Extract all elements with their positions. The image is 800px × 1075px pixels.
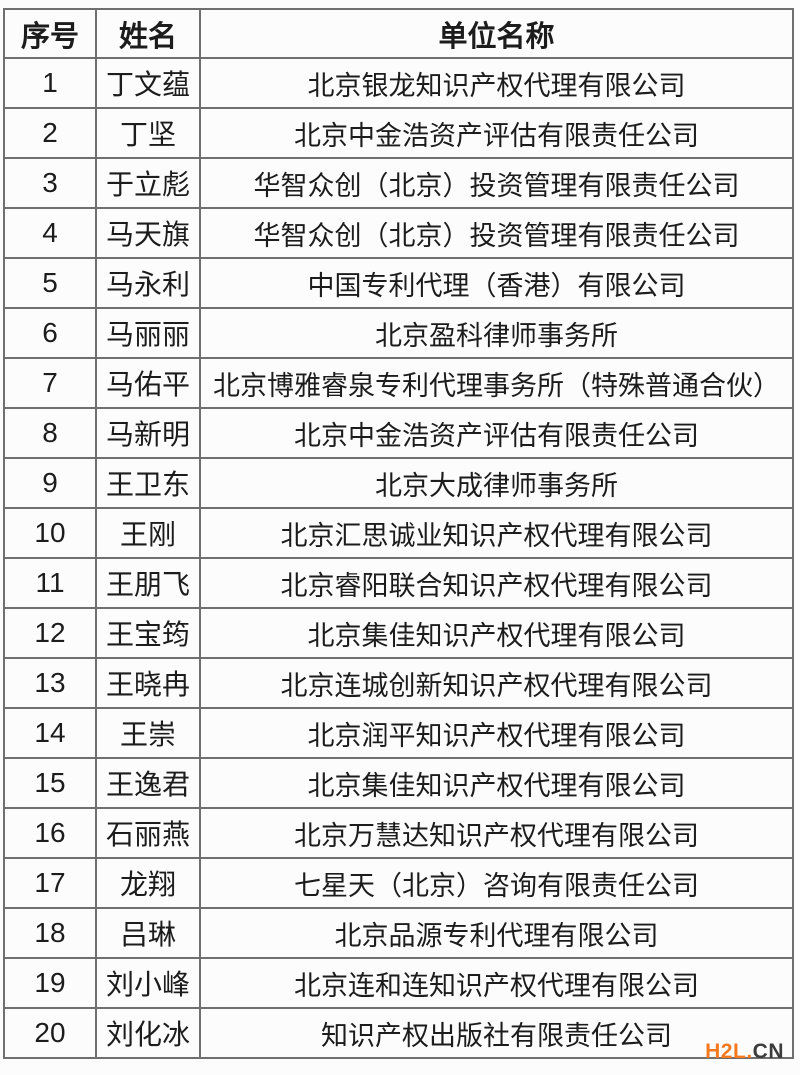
- cell-org: 北京集佳知识产权代理有限公司: [199, 757, 794, 809]
- cell-name: 刘化冰: [95, 1007, 201, 1059]
- cell-org: 北京大成律师事务所: [199, 457, 794, 509]
- table-row: 16 石丽燕 北京万慧达知识产权代理有限公司: [3, 807, 794, 859]
- table-row: 9 王卫东 北京大成律师事务所: [3, 457, 794, 509]
- table-row: 14 王崇 北京润平知识产权代理有限公司: [3, 707, 794, 759]
- cell-name: 王逸君: [95, 757, 201, 809]
- cell-no: 16: [3, 807, 97, 859]
- table-row: 5 马永利 中国专利代理（香港）有限公司: [3, 257, 794, 309]
- cell-name: 王朋飞: [95, 557, 201, 609]
- cell-org: 七星天（北京）咨询有限责任公司: [199, 857, 794, 909]
- table-row: 11 王朋飞 北京睿阳联合知识产权代理有限公司: [3, 557, 794, 609]
- table-row: 17 龙翔 七星天（北京）咨询有限责任公司: [3, 857, 794, 909]
- cell-name: 王晓冉: [95, 657, 201, 709]
- cell-name: 王刚: [95, 507, 201, 559]
- cell-org: 北京盈科律师事务所: [199, 307, 794, 359]
- column-header: 姓名: [95, 8, 201, 59]
- cell-org: 华智众创（北京）投资管理有限责任公司: [199, 207, 794, 259]
- cell-no: 5: [3, 257, 97, 309]
- table-row: 7 马佑平 北京博雅睿泉专利代理事务所（特殊普通合伙）: [3, 357, 794, 409]
- cell-org: 中国专利代理（香港）有限公司: [199, 257, 794, 309]
- table-row: 6 马丽丽 北京盈科律师事务所: [3, 307, 794, 359]
- cell-no: 19: [3, 957, 97, 1009]
- table-row: 1 丁文蕴 北京银龙知识产权代理有限公司: [3, 57, 794, 109]
- cell-no: 4: [3, 207, 97, 259]
- cell-no: 6: [3, 307, 97, 359]
- cell-org: 北京汇思诚业知识产权代理有限公司: [199, 507, 794, 559]
- cell-name: 吕琳: [95, 907, 201, 959]
- cell-name: 马永利: [95, 257, 201, 309]
- table-row: 19 刘小峰 北京连和连知识产权代理有限公司: [3, 957, 794, 1009]
- cell-no: 17: [3, 857, 97, 909]
- cell-org: 北京连城创新知识产权代理有限公司: [199, 657, 794, 709]
- cell-name: 刘小峰: [95, 957, 201, 1009]
- cell-no: 10: [3, 507, 97, 559]
- table-row: 20 刘化冰 知识产权出版社有限责任公司: [3, 1007, 794, 1059]
- cell-name: 马天旗: [95, 207, 201, 259]
- cell-org: 华智众创（北京）投资管理有限责任公司: [199, 157, 794, 209]
- table-row: 15 王逸君 北京集佳知识产权代理有限公司: [3, 757, 794, 809]
- cell-name: 于立彪: [95, 157, 201, 209]
- roster-table: 序号 姓名 单位名称 1 丁文蕴 北京银龙知识产权代理有限公司 2 丁坚 北京中金浩资产评估有…: [3, 8, 794, 1059]
- column-header: 序号: [3, 8, 97, 59]
- cell-org: 北京集佳知识产权代理有限公司: [199, 607, 794, 659]
- watermark: H2L.CN: [705, 1041, 784, 1062]
- cell-name: 王宝筠: [95, 607, 201, 659]
- cell-org: 北京银龙知识产权代理有限公司: [199, 57, 794, 109]
- cell-no: 20: [3, 1007, 97, 1059]
- cell-no: 12: [3, 607, 97, 659]
- table-row: 2 丁坚 北京中金浩资产评估有限责任公司: [3, 107, 794, 159]
- cell-name: 王卫东: [95, 457, 201, 509]
- cell-name: 龙翔: [95, 857, 201, 909]
- cell-no: 13: [3, 657, 97, 709]
- cell-org: 北京睿阳联合知识产权代理有限公司: [199, 557, 794, 609]
- cell-org: 北京博雅睿泉专利代理事务所（特殊普通合伙）: [199, 357, 794, 409]
- cell-name: 马丽丽: [95, 307, 201, 359]
- table-row: 3 于立彪 华智众创（北京）投资管理有限责任公司: [3, 157, 794, 209]
- table-row: 10 王刚 北京汇思诚业知识产权代理有限公司: [3, 507, 794, 559]
- cell-org: 知识产权出版社有限责任公司: [199, 1007, 794, 1059]
- table-header-row: 序号 姓名 单位名称: [3, 8, 794, 59]
- cell-org: 北京中金浩资产评估有限责任公司: [199, 107, 794, 159]
- cell-no: 3: [3, 157, 97, 209]
- cell-no: 2: [3, 107, 97, 159]
- cell-no: 7: [3, 357, 97, 409]
- watermark-secondary: CN: [752, 1040, 784, 1063]
- cell-name: 丁文蕴: [95, 57, 201, 109]
- cell-no: 15: [3, 757, 97, 809]
- cell-org: 北京中金浩资产评估有限责任公司: [199, 407, 794, 459]
- cell-no: 9: [3, 457, 97, 509]
- watermark-primary: H2L.: [705, 1040, 753, 1063]
- cell-org: 北京万慧达知识产权代理有限公司: [199, 807, 794, 859]
- cell-no: 18: [3, 907, 97, 959]
- table-row: 8 马新明 北京中金浩资产评估有限责任公司: [3, 407, 794, 459]
- table-row: 4 马天旗 华智众创（北京）投资管理有限责任公司: [3, 207, 794, 259]
- cell-no: 11: [3, 557, 97, 609]
- cell-name: 马新明: [95, 407, 201, 459]
- cell-name: 石丽燕: [95, 807, 201, 859]
- column-header: 单位名称: [199, 8, 794, 59]
- table-row: 12 王宝筠 北京集佳知识产权代理有限公司: [3, 607, 794, 659]
- table-row: 18 吕琳 北京品源专利代理有限公司: [3, 907, 794, 959]
- cell-name: 丁坚: [95, 107, 201, 159]
- cell-org: 北京润平知识产权代理有限公司: [199, 707, 794, 759]
- cell-no: 14: [3, 707, 97, 759]
- cell-org: 北京连和连知识产权代理有限公司: [199, 957, 794, 1009]
- table-row: 13 王晓冉 北京连城创新知识产权代理有限公司: [3, 657, 794, 709]
- cell-name: 王崇: [95, 707, 201, 759]
- cell-no: 8: [3, 407, 97, 459]
- cell-no: 1: [3, 57, 97, 109]
- cell-org: 北京品源专利代理有限公司: [199, 907, 794, 959]
- cell-name: 马佑平: [95, 357, 201, 409]
